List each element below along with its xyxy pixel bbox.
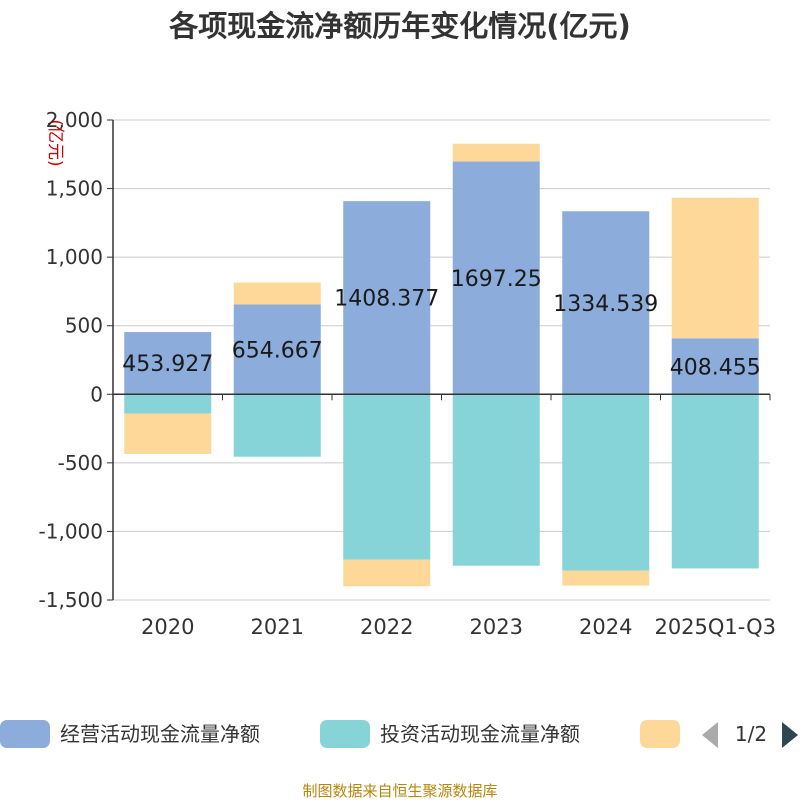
source-credit: 制图数据来自恒生聚源数据库 <box>302 782 497 800</box>
bar-series-2-2022[interactable] <box>343 394 431 560</box>
bar-series-3-2021[interactable] <box>233 282 321 305</box>
data-label: 1334.539 <box>553 292 658 317</box>
y-tick-label: 2,000 <box>46 108 103 132</box>
bar-series-1-2021[interactable] <box>233 304 321 395</box>
data-label: 654.667 <box>232 338 323 363</box>
bar-series-3-2025Q1-Q3[interactable] <box>671 197 759 339</box>
y-tick-label: -1,500 <box>39 588 103 612</box>
legend-page-indicator: 1/2 <box>735 722 767 746</box>
data-label: 408.455 <box>670 355 761 380</box>
bar-series-1-2022[interactable] <box>343 201 431 395</box>
bars <box>124 143 759 587</box>
legend-prev-arrow-icon[interactable] <box>702 722 718 748</box>
legend-label-2[interactable]: 投资活动现金流量净额 <box>380 722 580 746</box>
x-category-label: 2025Q1-Q3 <box>654 615 776 639</box>
data-label: 1697.25 <box>451 267 542 292</box>
bar-series-2-2024[interactable] <box>562 394 650 571</box>
y-tick-label: 0 <box>90 382 103 406</box>
legend: 经营活动现金流量净额 投资活动现金流量净额 1/2 <box>0 720 798 748</box>
legend-next-arrow-icon[interactable] <box>782 722 798 748</box>
bar-series-1-2025Q1-Q3[interactable] <box>671 338 759 395</box>
bar-series-1-2020[interactable] <box>124 332 212 395</box>
bar-series-2-2021[interactable] <box>233 394 321 457</box>
legend-swatch-1[interactable] <box>0 720 50 748</box>
data-label: 453.927 <box>122 352 213 377</box>
bar-series-1-2023[interactable] <box>452 161 540 395</box>
bar-series-2-2023[interactable] <box>452 394 540 566</box>
y-tick-label: -500 <box>58 451 103 475</box>
bar-series-1-2024[interactable] <box>562 211 650 395</box>
y-tick-label: 1,500 <box>46 177 103 201</box>
x-category-label: 2023 <box>470 615 523 639</box>
data-label: 1408.377 <box>334 287 439 312</box>
axes: 2,000 1,500 1,000 500 0 -500 -1,000 -1,500 2020 2… <box>39 108 777 639</box>
bar-series-3-2024[interactable] <box>562 570 650 586</box>
legend-swatch-2[interactable] <box>320 720 370 748</box>
x-category-label: 2020 <box>141 615 194 639</box>
y-tick-label: 500 <box>65 314 103 338</box>
y-tick-label: 1,000 <box>46 245 103 269</box>
x-category-label: 2022 <box>360 615 413 639</box>
legend-label-1[interactable]: 经营活动现金流量净额 <box>60 722 260 746</box>
data-labels: 453.927 654.667 1408.377 1697.25 1334.539 408… <box>122 267 760 380</box>
bar-series-2-2025Q1-Q3[interactable] <box>671 394 759 569</box>
y-tick-label: -1,000 <box>39 519 103 543</box>
chart-title: 各项现金流净额历年变化情况(亿元) <box>168 9 631 43</box>
bar-series-3-2022[interactable] <box>343 559 431 587</box>
bar-series-3-2023[interactable] <box>452 143 540 162</box>
x-category-label: 2024 <box>579 615 632 639</box>
bar-series-3-2020[interactable] <box>124 413 212 454</box>
bar-series-2-2020[interactable] <box>124 394 212 414</box>
y-axis-unit-label: (亿元) <box>45 119 65 166</box>
x-category-label: 2021 <box>251 615 304 639</box>
legend-swatch-3[interactable] <box>640 720 680 748</box>
